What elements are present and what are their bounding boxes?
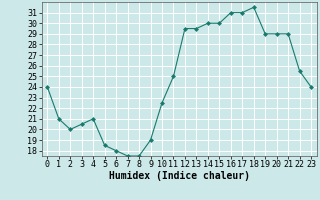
X-axis label: Humidex (Indice chaleur): Humidex (Indice chaleur) xyxy=(109,171,250,181)
